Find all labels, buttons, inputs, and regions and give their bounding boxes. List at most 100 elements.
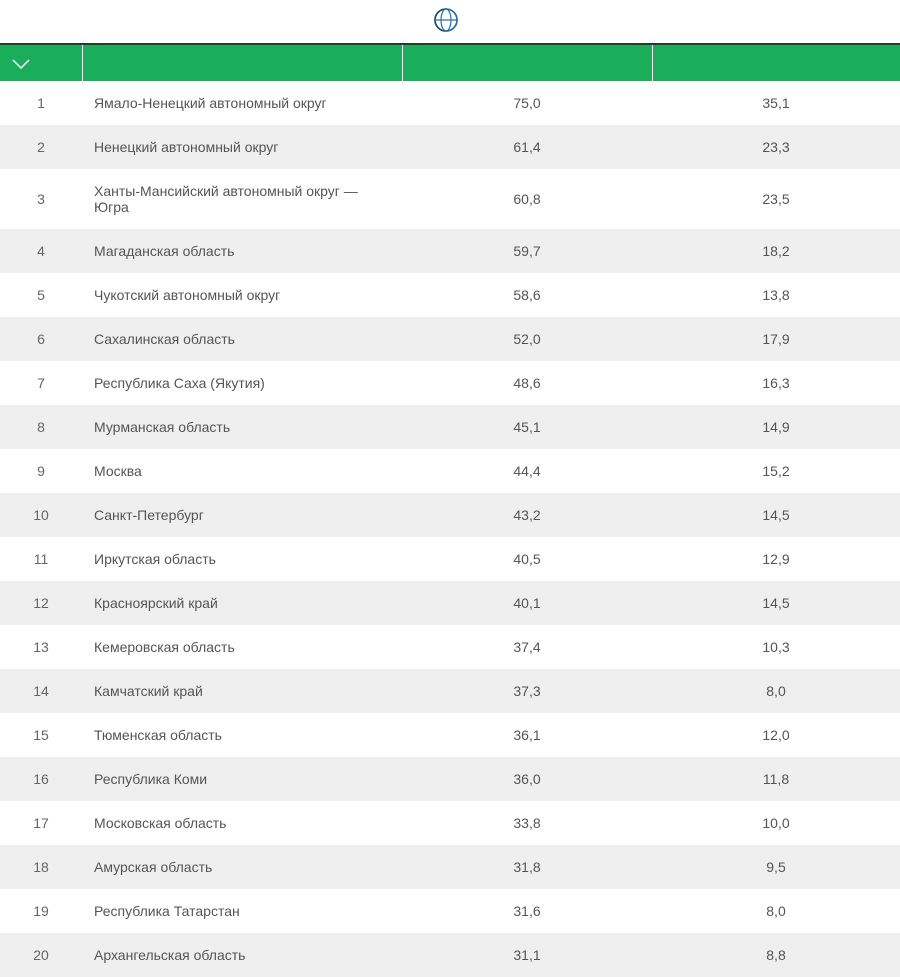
- cell-val2: 11,8: [652, 757, 900, 801]
- table-row: 12Красноярский край40,114,5: [0, 581, 900, 625]
- table-row: 13Кемеровская область37,410,3: [0, 625, 900, 669]
- col-header-val1[interactable]: [402, 45, 652, 81]
- cell-val2: 14,9: [652, 405, 900, 449]
- cell-rank: 20: [0, 933, 82, 977]
- cell-region: Республика Саха (Якутия): [82, 361, 402, 405]
- cell-val2: 18,2: [652, 229, 900, 273]
- table-row: 17Московская область33,810,0: [0, 801, 900, 845]
- table-row: 9Москва44,415,2: [0, 449, 900, 493]
- table-row: 10Санкт-Петербург43,214,5: [0, 493, 900, 537]
- table-row: 1Ямало-Ненецкий автономный округ75,035,1: [0, 81, 900, 125]
- cell-val2: 8,8: [652, 933, 900, 977]
- cell-rank: 19: [0, 889, 82, 933]
- cell-val1: 36,0: [402, 757, 652, 801]
- table-row: 2Ненецкий автономный округ61,423,3: [0, 125, 900, 169]
- table-row: 5Чукотский автономный округ58,613,8: [0, 273, 900, 317]
- cell-rank: 11: [0, 537, 82, 581]
- cell-val1: 40,5: [402, 537, 652, 581]
- cell-val2: 12,0: [652, 713, 900, 757]
- cell-region: Красноярский край: [82, 581, 402, 625]
- cell-rank: 5: [0, 273, 82, 317]
- cell-val1: 75,0: [402, 81, 652, 125]
- cell-region: Ханты-Мансийский автономный округ — Югра: [82, 169, 402, 229]
- cell-val2: 8,0: [652, 889, 900, 933]
- cell-val2: 8,0: [652, 669, 900, 713]
- cell-val2: 35,1: [652, 81, 900, 125]
- cell-val2: 14,5: [652, 581, 900, 625]
- cell-val1: 58,6: [402, 273, 652, 317]
- cell-val1: 45,1: [402, 405, 652, 449]
- cell-val2: 23,5: [652, 169, 900, 229]
- cell-rank: 12: [0, 581, 82, 625]
- cell-val1: 31,8: [402, 845, 652, 889]
- cell-val2: 23,3: [652, 125, 900, 169]
- table-row: 3Ханты-Мансийский автономный округ — Югр…: [0, 169, 900, 229]
- table-row: 16Республика Коми36,011,8: [0, 757, 900, 801]
- cell-rank: 14: [0, 669, 82, 713]
- cell-region: Кемеровская область: [82, 625, 402, 669]
- cell-val1: 43,2: [402, 493, 652, 537]
- cell-val2: 15,2: [652, 449, 900, 493]
- cell-val2: 17,9: [652, 317, 900, 361]
- table-row: 14Камчатский край37,38,0: [0, 669, 900, 713]
- cell-rank: 4: [0, 229, 82, 273]
- table-row: 19Республика Татарстан31,68,0: [0, 889, 900, 933]
- table-row: 8Мурманская область45,114,9: [0, 405, 900, 449]
- cell-region: Тюменская область: [82, 713, 402, 757]
- cell-rank: 17: [0, 801, 82, 845]
- salary-ranking-table: 1Ямало-Ненецкий автономный округ75,035,1…: [0, 45, 900, 977]
- page-header: [0, 0, 900, 45]
- table-row: 4Магаданская область59,718,2: [0, 229, 900, 273]
- cell-rank: 16: [0, 757, 82, 801]
- table-row: 20Архангельская область31,18,8: [0, 933, 900, 977]
- cell-val2: 16,3: [652, 361, 900, 405]
- cell-region: Магаданская область: [82, 229, 402, 273]
- cell-region: Чукотский автономный округ: [82, 273, 402, 317]
- cell-region: Москва: [82, 449, 402, 493]
- col-header-val2[interactable]: [652, 45, 900, 81]
- cell-region: Амурская область: [82, 845, 402, 889]
- sort-desc-icon: [12, 57, 70, 71]
- table-row: 11Иркутская область40,512,9: [0, 537, 900, 581]
- cell-val1: 36,1: [402, 713, 652, 757]
- cell-region: Московская область: [82, 801, 402, 845]
- cell-rank: 15: [0, 713, 82, 757]
- cell-val2: 12,9: [652, 537, 900, 581]
- cell-val2: 14,5: [652, 493, 900, 537]
- cell-val1: 48,6: [402, 361, 652, 405]
- table-row: 6Сахалинская область52,017,9: [0, 317, 900, 361]
- cell-region: Иркутская область: [82, 537, 402, 581]
- cell-region: Сахалинская область: [82, 317, 402, 361]
- cell-val1: 44,4: [402, 449, 652, 493]
- cell-val2: 10,3: [652, 625, 900, 669]
- cell-rank: 10: [0, 493, 82, 537]
- ria-globe-icon: [434, 8, 458, 32]
- cell-region: Ямало-Ненецкий автономный округ: [82, 81, 402, 125]
- cell-val1: 59,7: [402, 229, 652, 273]
- cell-region: Архангельская область: [82, 933, 402, 977]
- table-header-row: [0, 45, 900, 81]
- cell-val1: 33,8: [402, 801, 652, 845]
- cell-rank: 1: [0, 81, 82, 125]
- cell-region: Камчатский край: [82, 669, 402, 713]
- table-row: 15Тюменская область36,112,0: [0, 713, 900, 757]
- cell-val2: 10,0: [652, 801, 900, 845]
- cell-rank: 13: [0, 625, 82, 669]
- cell-rank: 9: [0, 449, 82, 493]
- cell-rank: 2: [0, 125, 82, 169]
- table-row: 7Республика Саха (Якутия)48,616,3: [0, 361, 900, 405]
- cell-region: Республика Татарстан: [82, 889, 402, 933]
- cell-rank: 7: [0, 361, 82, 405]
- col-header-rank[interactable]: [0, 45, 82, 81]
- col-header-region[interactable]: [82, 45, 402, 81]
- cell-val1: 61,4: [402, 125, 652, 169]
- cell-val1: 40,1: [402, 581, 652, 625]
- cell-val2: 13,8: [652, 273, 900, 317]
- cell-val1: 52,0: [402, 317, 652, 361]
- cell-region: Республика Коми: [82, 757, 402, 801]
- cell-rank: 3: [0, 169, 82, 229]
- cell-val2: 9,5: [652, 845, 900, 889]
- brand-logo: [434, 8, 466, 32]
- cell-val1: 31,6: [402, 889, 652, 933]
- cell-region: Ненецкий автономный округ: [82, 125, 402, 169]
